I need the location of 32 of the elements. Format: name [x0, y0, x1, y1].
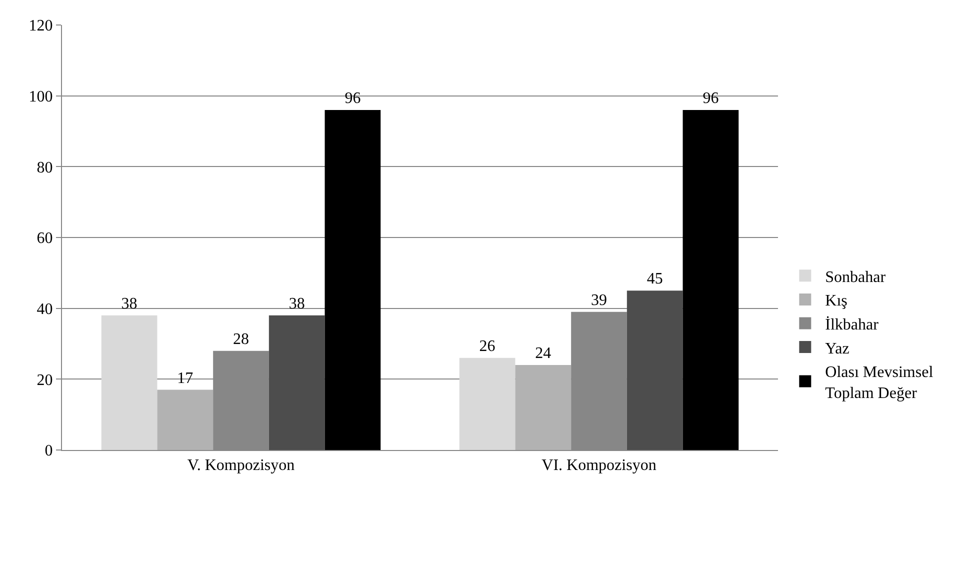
y-tick-label: 60: [36, 230, 53, 248]
x-tick-label: V. Kompozisyon: [187, 457, 295, 474]
legend-label: Kış: [825, 292, 848, 310]
data-label: 24: [535, 345, 552, 362]
data-label: 17: [177, 370, 194, 387]
bar: [324, 110, 381, 450]
bar: [515, 365, 572, 450]
x-tick-label: VI. Kompozisyon: [542, 457, 656, 474]
bar: [459, 358, 516, 450]
bar: [157, 390, 214, 450]
data-label: 26: [479, 338, 496, 355]
data-label: 38: [121, 295, 138, 312]
bar: [682, 110, 739, 450]
data-label: 38: [288, 295, 305, 312]
data-label: 28: [233, 330, 249, 348]
y-tick-label: 80: [36, 159, 53, 176]
legend-label: Sonbahar: [825, 268, 886, 286]
y-tick-label: 120: [28, 18, 53, 35]
bar: [101, 315, 158, 450]
data-label: 45: [646, 270, 663, 288]
legend-label: İlkbahar: [825, 315, 880, 334]
bar: [268, 315, 325, 450]
data-label: 39: [591, 292, 607, 309]
y-tick-label: 40: [36, 300, 53, 318]
bar: [626, 290, 683, 450]
legend-label: Olası Mevsimsel Toplam Değer: [825, 364, 934, 402]
y-tick-label: 100: [28, 88, 53, 106]
data-label: 96: [702, 90, 719, 107]
legend-label: Yaz: [825, 340, 850, 358]
data-label: 96: [344, 90, 361, 107]
y-tick-label: 20: [36, 372, 53, 389]
y-tick-label: 0: [44, 442, 53, 460]
